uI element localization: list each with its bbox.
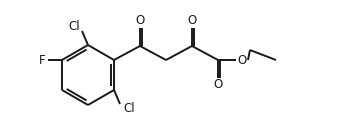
Text: F: F <box>39 54 45 67</box>
Text: Cl: Cl <box>123 103 135 116</box>
Text: O: O <box>237 54 247 67</box>
Text: Cl: Cl <box>68 19 80 33</box>
Text: O: O <box>187 14 197 27</box>
Text: O: O <box>213 79 223 91</box>
Text: O: O <box>135 14 145 27</box>
